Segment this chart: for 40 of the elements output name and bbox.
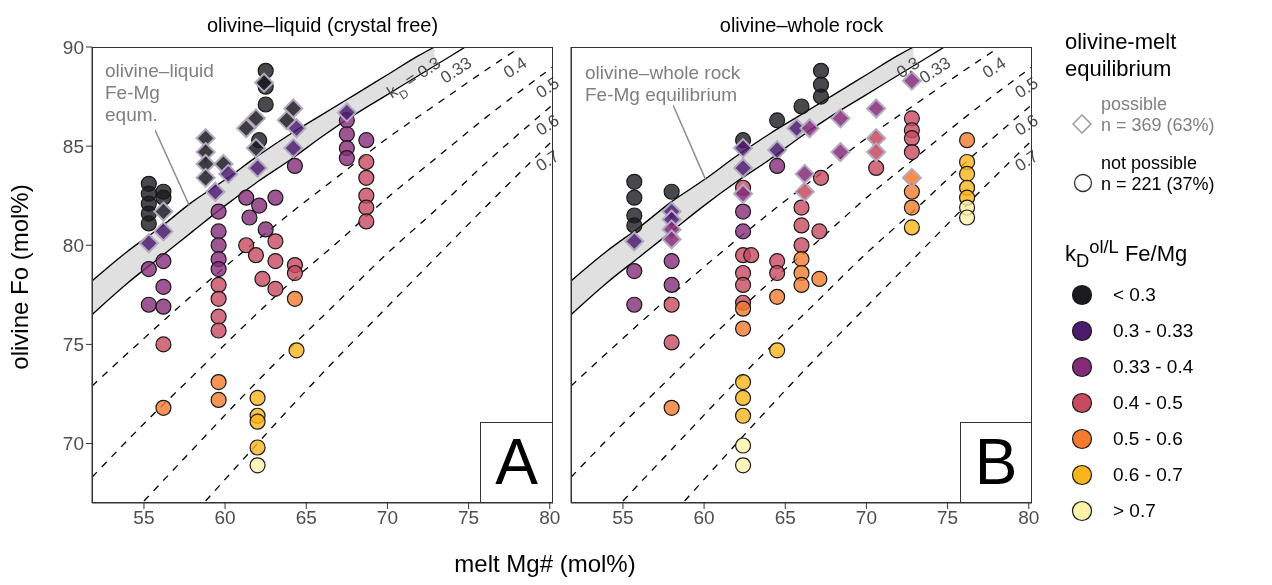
legend-label: > 0.7 xyxy=(1113,500,1156,522)
x-tick-label: 70 xyxy=(855,507,877,529)
x-tick-label: 55 xyxy=(133,507,155,529)
y-tick-label: 80 xyxy=(62,235,84,257)
legend-title: k$_{D}$$^{ol/L}$ Fe/Mg xyxy=(1065,236,1188,272)
legend-label: 0.33 - 0.4 xyxy=(1113,356,1194,378)
x-tick-label: 65 xyxy=(774,507,796,529)
annotation: A xyxy=(494,426,539,498)
x-tick-label: 65 xyxy=(295,507,317,529)
annotation: B xyxy=(973,426,1019,498)
x-tick-label: 70 xyxy=(376,507,398,529)
x-tick-label: 75 xyxy=(458,507,480,529)
text: 0.4 xyxy=(500,53,531,83)
x-tick-label: 60 xyxy=(693,507,715,529)
text: not possible n = 221 (37%) xyxy=(1101,153,1215,195)
y-axis-title: olivine Fo (mol%) xyxy=(6,183,34,372)
y-tick-label: 75 xyxy=(62,334,84,356)
text: 0.7 xyxy=(1011,146,1042,176)
legend-label: < 0.3 xyxy=(1113,284,1156,306)
x-axis-title: melt Mg# (mol%) xyxy=(453,550,637,578)
x-tick-label: 80 xyxy=(539,507,561,529)
legend-label: 0.5 - 0.6 xyxy=(1113,428,1183,450)
x-tick-label: 60 xyxy=(214,507,236,529)
text: olivine-melt equilibrium xyxy=(1065,28,1177,82)
y-tick-label: 85 xyxy=(62,135,84,157)
annotation: olivine–liquid Fe-Mg equm. xyxy=(105,60,214,126)
text: 0.7 xyxy=(532,146,563,176)
annotation: olivine–whole rock Fe-Mg equilibrium xyxy=(585,62,741,106)
text: 0.4 xyxy=(979,53,1010,83)
legend-label: 0.3 - 0.33 xyxy=(1113,320,1194,342)
legend-label: 0.4 - 0.5 xyxy=(1113,392,1183,414)
text: possible n = 369 (63%) xyxy=(1101,94,1215,136)
x-tick-label: 75 xyxy=(937,507,959,529)
x-tick-label: 55 xyxy=(612,507,634,529)
legend-label: 0.6 - 0.7 xyxy=(1113,464,1183,486)
chart-title: olivine–whole rock xyxy=(718,14,885,37)
chart-title: olivine–liquid (crystal free) xyxy=(205,14,440,37)
y-tick-label: 90 xyxy=(62,36,84,58)
x-tick-label: 80 xyxy=(1018,507,1040,529)
y-tick-label: 70 xyxy=(62,433,84,455)
